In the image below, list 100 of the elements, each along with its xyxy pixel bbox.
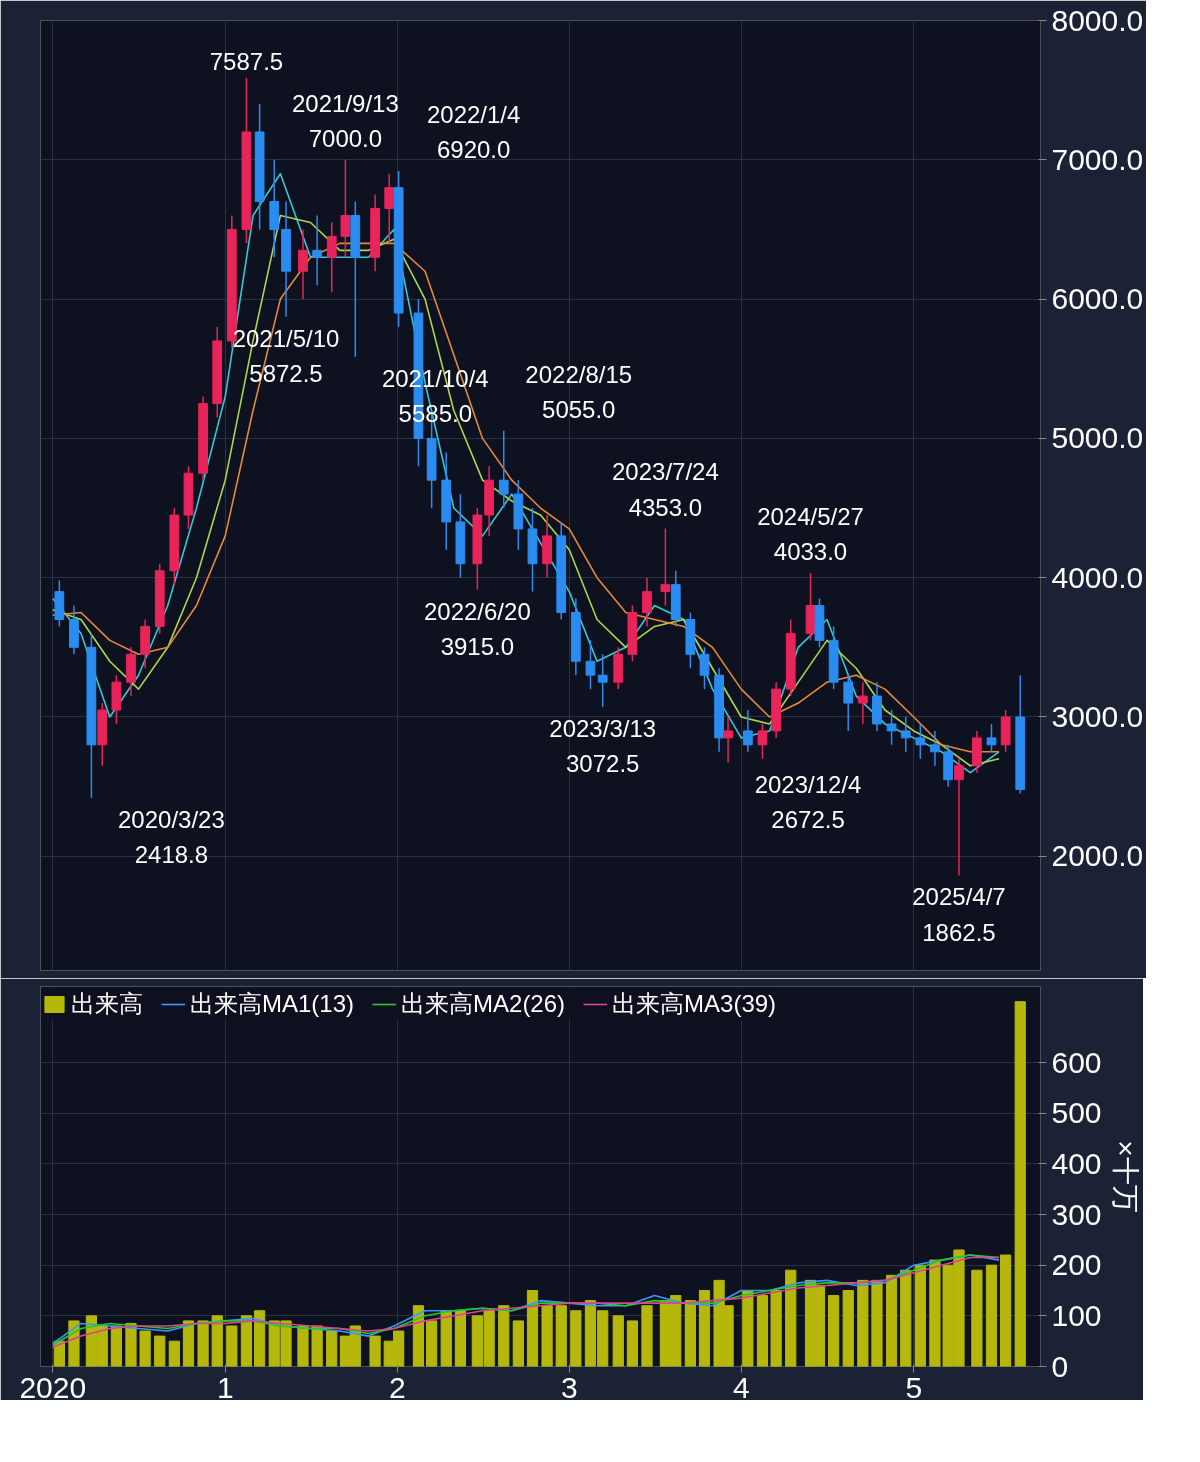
- bar: [914, 1264, 926, 1367]
- annotation: 2021/9/13 7000.0: [292, 89, 399, 152]
- annotation: 2023/3/13 3072.5: [549, 714, 657, 777]
- candlestick: [642, 576, 652, 628]
- candlestick: [326, 221, 337, 293]
- y-tick-label: 3000.0: [1051, 699, 1144, 733]
- bar: [512, 1320, 524, 1367]
- bar: [698, 1290, 711, 1367]
- annotation: 2022/1/4 6920.0: [426, 100, 521, 163]
- y-axis-title: ×十万: [1109, 1140, 1141, 1213]
- annotation: 2023/7/24 4353.0: [612, 458, 719, 521]
- bar: [770, 1290, 782, 1367]
- bar: [498, 1305, 510, 1367]
- bar: [526, 1290, 539, 1367]
- annotation: 2024/5/27 4033.0: [757, 502, 864, 566]
- bar: [125, 1322, 137, 1367]
- annotation: 2020/3/23 2418.8: [118, 805, 225, 869]
- bar: [871, 1279, 883, 1367]
- candlestick: [298, 228, 308, 300]
- annotation: 2023/12/4 2672.5: [754, 770, 862, 833]
- y-tick-label: 200: [1051, 1248, 1102, 1282]
- bar: [1000, 1254, 1012, 1367]
- bar: [742, 1290, 754, 1367]
- candlestick: [986, 723, 997, 753]
- bar: [110, 1325, 122, 1367]
- bar: [326, 1330, 338, 1367]
- bar: [641, 1305, 653, 1367]
- bar: [541, 1305, 553, 1367]
- candlestick: [699, 646, 710, 690]
- bar: [885, 1274, 898, 1367]
- bar: [626, 1320, 639, 1367]
- y-tick-label: 6000.0: [1051, 282, 1144, 316]
- bar: [785, 1269, 797, 1367]
- bar: [154, 1335, 166, 1367]
- y-tick-label: 400: [1051, 1146, 1102, 1180]
- bar: [756, 1295, 769, 1367]
- bar: [139, 1330, 151, 1367]
- bar: [197, 1320, 209, 1367]
- x-tick-label: 2020: [19, 1370, 87, 1404]
- bar: [454, 1310, 466, 1367]
- bar: [240, 1315, 253, 1367]
- y-tick-label: 2000.0: [1051, 839, 1144, 873]
- candlestick: [312, 214, 323, 286]
- bar: [612, 1315, 624, 1367]
- bar: [182, 1320, 195, 1367]
- legend-label: 出来高MA3(39): [612, 989, 777, 1019]
- candlestick: [742, 709, 753, 753]
- bar: [828, 1295, 840, 1367]
- candlestick: [585, 639, 596, 690]
- bar: [440, 1310, 452, 1367]
- candlestick: [723, 716, 733, 764]
- bar: [254, 1310, 266, 1367]
- y-tick-label: 5000.0: [1051, 421, 1144, 455]
- bar: [369, 1335, 381, 1367]
- bar: [684, 1300, 696, 1367]
- candlestick: [886, 709, 897, 746]
- legend-label: 出来高MA2(26): [401, 989, 566, 1019]
- candlestick: [498, 429, 509, 509]
- candlestick: [843, 674, 854, 732]
- bar: [570, 1310, 582, 1367]
- bar: [555, 1305, 567, 1367]
- y-tick-label: 0: [1051, 1349, 1069, 1383]
- candlestick: [757, 723, 768, 760]
- x-tick-label: 4: [732, 1370, 750, 1404]
- y-tick-label: 500: [1051, 1096, 1102, 1130]
- bar: [297, 1325, 309, 1367]
- candlestick: [597, 653, 608, 708]
- bar: [985, 1264, 998, 1367]
- y-tick-label: 4000.0: [1051, 560, 1144, 594]
- bar: [168, 1340, 180, 1367]
- candlestick: [340, 159, 351, 259]
- y-tick-label: 7000.0: [1051, 142, 1144, 176]
- x-tick-label: 2: [388, 1370, 406, 1404]
- candlestick: [915, 723, 926, 760]
- candlestick: [930, 730, 940, 767]
- candlestick: [900, 716, 911, 753]
- annotation: 2025/4/7 1862.5: [912, 883, 1006, 946]
- bar: [311, 1325, 323, 1367]
- x-tick-label: 5: [905, 1370, 923, 1404]
- candlestick: [857, 681, 868, 725]
- y-tick-label: 8000.0: [1051, 3, 1144, 37]
- annotation: 2022/6/20 3915.0: [423, 597, 531, 660]
- candlestick: [384, 172, 395, 245]
- bar: [426, 1320, 438, 1367]
- bar: [412, 1305, 425, 1367]
- bar: [226, 1325, 238, 1367]
- candlestick: [660, 527, 671, 607]
- annotation: 2022/8/15 5055.0: [525, 360, 633, 423]
- bar: [900, 1269, 912, 1367]
- legend-label: 出来高MA1(13): [190, 989, 355, 1019]
- bar: [857, 1279, 869, 1367]
- bar: [842, 1290, 854, 1367]
- bar: [1014, 1001, 1026, 1367]
- bar: [971, 1269, 983, 1367]
- bar: [211, 1315, 223, 1367]
- y-tick-label: 600: [1051, 1045, 1102, 1079]
- x-tick-label: 1: [216, 1370, 234, 1404]
- x-tick-label: 3: [560, 1370, 578, 1404]
- y-tick-label: 300: [1051, 1197, 1102, 1231]
- y-tick-label: 100: [1051, 1298, 1102, 1332]
